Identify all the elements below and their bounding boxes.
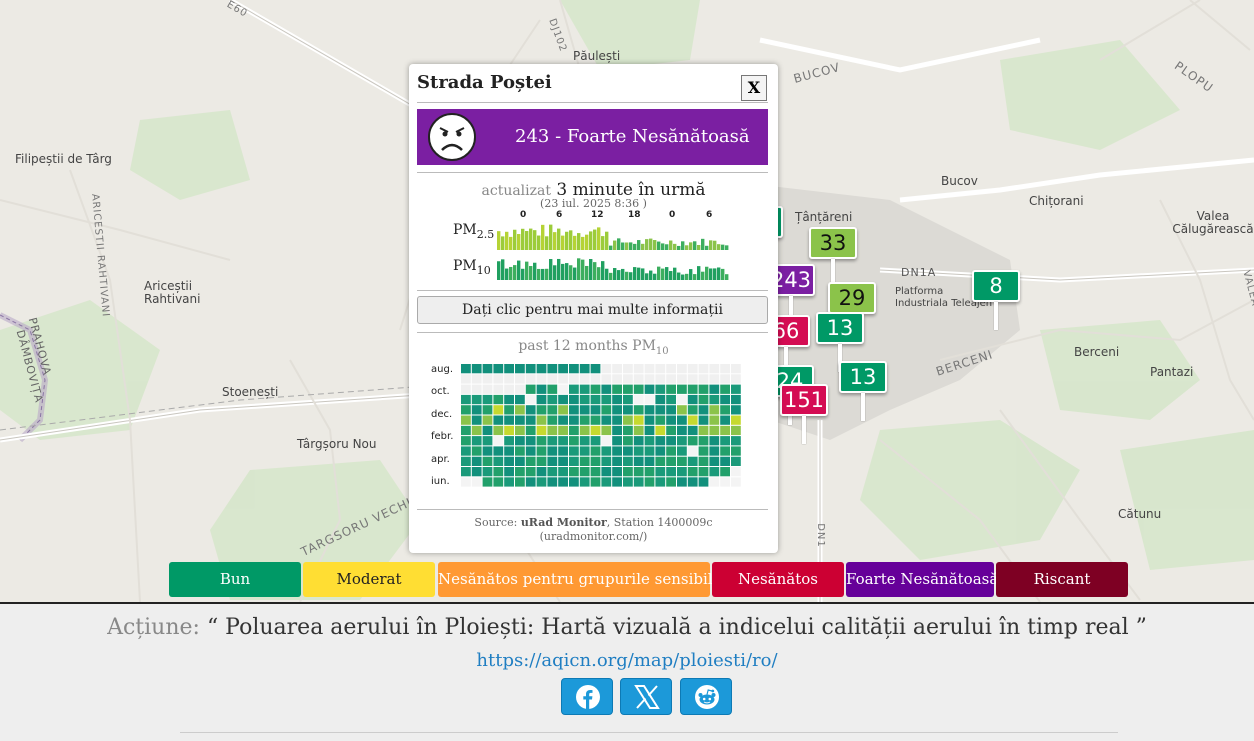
place-label: Țânțăreni	[795, 210, 853, 224]
marker-pole	[802, 416, 806, 444]
action-text: “ Poluarea aerului în Ploiești: Hartă vi…	[206, 615, 1147, 640]
place-label: Valea Călugărească	[1172, 209, 1254, 236]
pm25-hourly-chart	[497, 224, 729, 250]
month-label: febr.	[431, 431, 454, 442]
place-label: Berceni	[1074, 345, 1120, 359]
month-label: oct.	[431, 386, 450, 397]
station-aqi-value: 13	[816, 312, 864, 344]
action-label: Acțiune:	[107, 615, 200, 640]
marker-pole	[838, 344, 842, 372]
station-marker[interactable]: 151	[780, 384, 828, 444]
hour-tick: 6	[556, 210, 563, 220]
legend-unhealthy-sensitive[interactable]: Nesănătos pentru grupurile sensibile	[438, 562, 721, 597]
hour-tick: 0	[520, 210, 527, 220]
more-info-button[interactable]: Dați clic pentru mai multe informații	[417, 296, 768, 324]
source-url[interactable]: (uradmonitor.com/)	[539, 530, 648, 543]
yearly-heatmap	[461, 364, 741, 487]
road-label: DN1	[814, 523, 826, 548]
x-icon	[634, 685, 660, 709]
facebook-icon	[576, 685, 600, 709]
updated-relative: 3 minute în urmă	[556, 180, 706, 200]
legend-hazardous[interactable]: Riscant	[996, 562, 1128, 597]
reddit-icon	[695, 685, 719, 709]
divider	[417, 332, 768, 333]
divider	[417, 509, 768, 510]
updated-line: actualizat 3 minute în urmă	[409, 180, 778, 200]
very-unhealthy-face-icon	[428, 113, 476, 161]
station-marker[interactable]: 33	[809, 227, 857, 287]
station-marker[interactable]: 8	[972, 270, 1020, 330]
map-bottom-border	[0, 602, 1254, 604]
legend-good[interactable]: Bun	[169, 562, 301, 597]
place-label: Bucov	[941, 174, 978, 188]
marker-pole	[784, 347, 788, 375]
source-line: Source: uRad Monitor, Station 1400009c	[474, 516, 713, 529]
marker-pole	[861, 393, 865, 421]
share-x-button[interactable]	[620, 678, 672, 715]
action-line: Acțiune: “ Poluarea aerului în Ploiești:…	[0, 615, 1254, 640]
hour-tick: 0	[669, 210, 676, 220]
aqi-banner: 243 - Foarte Nesănătoasă	[417, 109, 768, 165]
station-aqi-value: 8	[972, 270, 1020, 302]
updated-timestamp: (23 iul. 2025 8:36 )	[540, 197, 647, 210]
place-label: Platforma Industriala Teleajen	[895, 286, 993, 309]
source-link[interactable]: uRad Monitor	[520, 516, 607, 529]
past-year-label: past 12 months PM10	[518, 338, 669, 357]
place-label: Pantazi	[1150, 365, 1194, 379]
legend-moderate[interactable]: Moderat	[303, 562, 435, 597]
place-label: Chițorani	[1029, 194, 1084, 208]
place-label: Cătunu	[1118, 507, 1162, 521]
hour-tick: 18	[628, 210, 641, 220]
close-button[interactable]: X	[741, 75, 767, 101]
station-aqi-value: 151	[780, 384, 828, 416]
hour-tick: 6	[706, 210, 713, 220]
place-label: Stoenești	[222, 385, 279, 399]
divider	[417, 290, 768, 291]
share-reddit-button[interactable]	[680, 678, 732, 715]
legend-unhealthy[interactable]: Nesănătos	[712, 562, 844, 597]
aqi-status-text: 243 - Foarte Nesănătoasă	[515, 126, 750, 147]
station-aqi-value: 33	[809, 227, 857, 259]
place-label: Păulești	[573, 49, 621, 63]
station-marker[interactable]: 13	[816, 312, 864, 372]
pm25-label: PM2.5	[453, 222, 495, 241]
month-label: dec.	[431, 409, 453, 420]
divider	[180, 732, 1118, 733]
station-popup: Strada Poștei X 243 - Foarte Nesănătoasă…	[409, 64, 778, 553]
popup-title: Strada Poștei	[417, 72, 552, 93]
month-label: aug.	[431, 364, 453, 375]
place-label: Târgșoru Nou	[297, 437, 377, 451]
marker-pole	[831, 259, 835, 287]
pm10-hourly-chart	[497, 258, 729, 280]
map[interactable]: Filipeștii de Târg Păulești Ariceștii Ra…	[0, 0, 1254, 602]
place-label: Filipeștii de Târg	[15, 152, 112, 166]
marker-pole	[994, 302, 998, 330]
updated-prefix: actualizat	[481, 183, 551, 199]
place-label: Ariceștii Rahtivani	[144, 279, 201, 306]
month-label: apr.	[431, 454, 450, 465]
hour-tick: 12	[591, 210, 604, 220]
page-url-link[interactable]: https://aqicn.org/map/ploiesti/ro/	[476, 650, 778, 671]
pm10-label: PM10	[453, 258, 491, 277]
road-label: DN1A	[901, 266, 937, 279]
station-marker[interactable]: 13	[839, 361, 887, 421]
divider	[417, 172, 768, 173]
divider	[417, 102, 768, 103]
legend-very-unhealthy[interactable]: Foarte Nesănătoasă	[846, 562, 998, 597]
month-label: iun.	[431, 476, 450, 487]
marker-pole	[789, 296, 793, 324]
share-facebook-button[interactable]	[561, 678, 613, 715]
station-aqi-value: 29	[828, 282, 876, 314]
station-aqi-value: 13	[839, 361, 887, 393]
